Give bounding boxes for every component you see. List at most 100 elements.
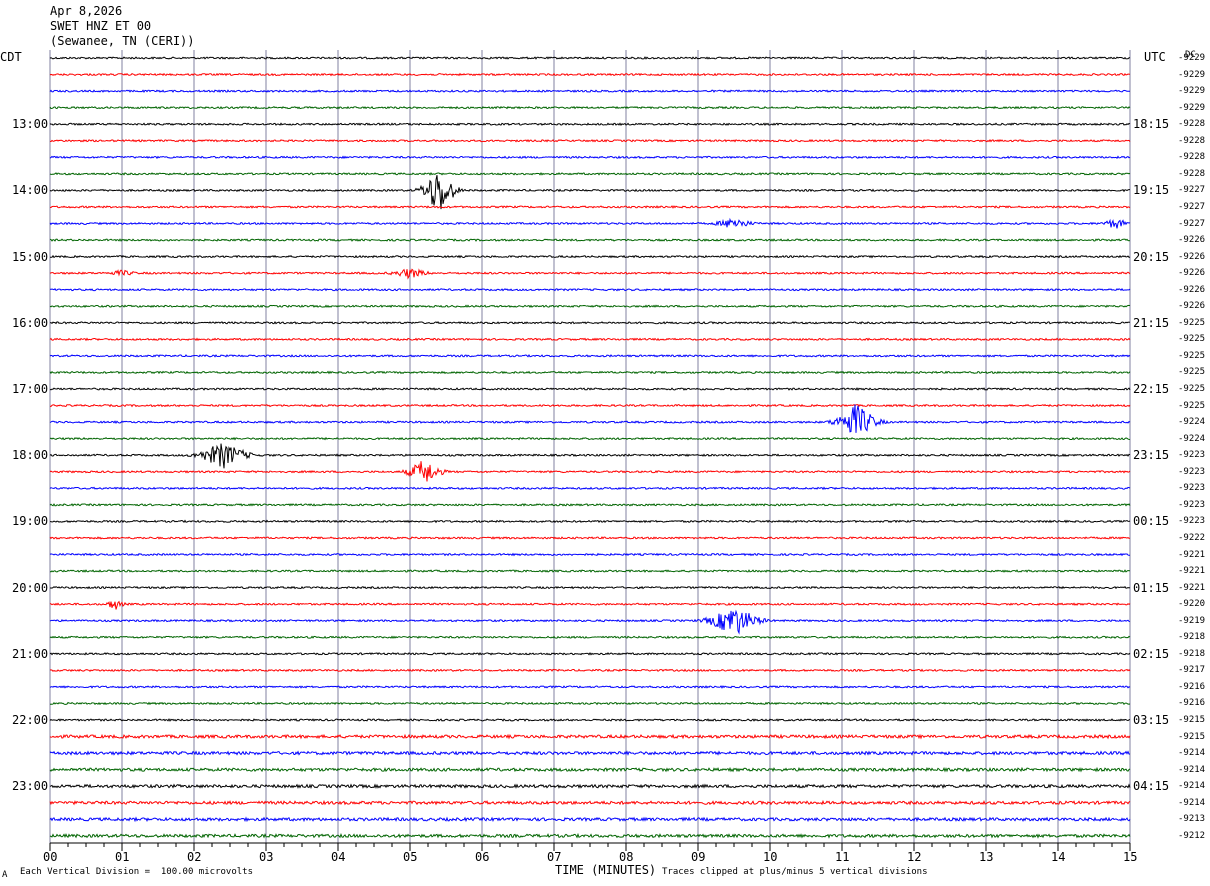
dc-offset-label: -9228 (1178, 119, 1206, 130)
dc-offset-label: -9226 (1178, 235, 1206, 246)
right-timezone: UTC (1144, 50, 1166, 64)
trace-30 (49, 552, 1131, 557)
x-tick-label: 14 (1051, 850, 1066, 864)
left-hour-label: 16:00 (12, 315, 49, 330)
dc-offset-label: -9221 (1178, 582, 1206, 593)
dc-offset-label: -9229 (1178, 53, 1206, 63)
trace-22 (49, 404, 1131, 433)
header-location: (Sewanee, TN (CERI)) (50, 34, 195, 48)
dc-offset-label: -9220 (1178, 599, 1206, 610)
trace-29 (49, 536, 1131, 540)
x-tick-label: 08 (619, 850, 634, 864)
trace-18 (49, 354, 1131, 358)
dc-offset-label: -9223 (1178, 450, 1206, 461)
trace-13 (49, 268, 1131, 280)
dc-offset-label: -9225 (1178, 384, 1206, 394)
trace-14 (49, 287, 1131, 292)
trace-8 (49, 175, 1131, 210)
dc-offset-label: -9226 (1178, 284, 1206, 295)
trace-6 (49, 155, 1131, 160)
left-hour-label: 13:00 (12, 117, 49, 132)
dc-offset-label: -9228 (1178, 168, 1206, 179)
dc-offset-label: -9223 (1178, 466, 1206, 477)
trace-23 (49, 436, 1131, 441)
trace-4 (49, 122, 1131, 127)
grid-lines (49, 50, 1131, 843)
right-hour-label: 22:15 (1133, 382, 1170, 396)
x-tick-label: 09 (691, 850, 706, 864)
left-hour-label: 21:00 (12, 646, 49, 661)
dc-offset-label: -9212 (1178, 830, 1206, 841)
x-tick-label: 12 (907, 850, 922, 864)
trace-39 (49, 701, 1131, 706)
trace-17 (49, 337, 1131, 342)
dc-offset-label: -9216 (1178, 681, 1206, 692)
trace-20 (49, 387, 1131, 391)
x-tick-label: 13 (979, 850, 994, 864)
dc-offset-label: -9225 (1178, 400, 1206, 411)
right-hour-label: 20:15 (1133, 249, 1170, 264)
trace-34 (49, 609, 1131, 635)
left-hour-label: 15:00 (12, 249, 49, 264)
dc-offset-label: -9215 (1178, 731, 1206, 742)
right-hour-label: 03:15 (1133, 713, 1170, 727)
trace-21 (49, 403, 1131, 408)
trace-2 (49, 89, 1131, 93)
trace-36 (49, 651, 1131, 656)
trace-35 (49, 635, 1131, 640)
trace-19 (49, 370, 1131, 375)
dc-label: DC (1185, 50, 1196, 60)
dc-offset-label: -9223 (1178, 516, 1206, 527)
trace-37 (49, 668, 1131, 673)
left-hour-label: 17:00 (12, 382, 49, 396)
dc-offset-label: -9214 (1178, 797, 1206, 808)
x-tick-label: 05 (403, 850, 418, 864)
trace-0 (49, 56, 1131, 60)
trace-1 (49, 72, 1131, 77)
dc-offset-label: -9223 (1178, 499, 1206, 510)
x-axis (49, 842, 1131, 851)
right-hour-label: 21:15 (1133, 315, 1170, 330)
x-tick-label: 07 (547, 850, 562, 864)
right-hour-label: 02:15 (1133, 646, 1170, 661)
header-station: SWET HNZ ET 00 (50, 19, 152, 33)
trace-16 (49, 320, 1131, 325)
dc-offset-label: -9218 (1178, 648, 1206, 659)
trace-46 (49, 816, 1131, 823)
dc-offset-label: -9226 (1178, 251, 1206, 262)
dc-offset-label: -9213 (1178, 814, 1206, 825)
trace-32 (49, 585, 1131, 590)
right-hour-label: 23:15 (1133, 448, 1170, 463)
trace-5 (49, 138, 1131, 143)
right-hour-label: 04:15 (1133, 779, 1170, 794)
dc-offset-label: -9225 (1178, 334, 1206, 345)
right-hour-label: 19:15 (1133, 183, 1170, 198)
dc-offset-label: -9229 (1178, 102, 1206, 113)
dc-offset-label: -9229 (1178, 86, 1206, 97)
dc-offset-label: -9215 (1178, 715, 1206, 725)
dc-offset-label: -9227 (1178, 185, 1206, 196)
dc-offset-label: -9224 (1178, 417, 1206, 428)
trace-26 (49, 486, 1131, 491)
trace-7 (49, 171, 1131, 176)
x-tick-label: 06 (475, 850, 490, 864)
dc-offset-label: -9225 (1178, 367, 1206, 378)
dc-offset-label: -9229 (1178, 69, 1206, 80)
trace-44 (49, 783, 1131, 790)
left-hour-label: 18:00 (12, 448, 49, 463)
trace-45 (49, 799, 1131, 806)
x-axis-label: TIME (MINUTES) (555, 863, 657, 877)
x-tick-label: 01 (115, 850, 130, 864)
left-timezone: CDT (0, 50, 22, 64)
header-date: Apr 8,2026 (50, 4, 123, 18)
left-hour-label: 20:00 (12, 580, 49, 595)
trace-38 (49, 685, 1131, 689)
x-tick-label: 00 (43, 850, 58, 864)
trace-11 (49, 238, 1131, 242)
trace-12 (49, 254, 1131, 259)
trace-25 (49, 461, 1131, 482)
trace-24 (49, 443, 1131, 469)
corner-mark: A (2, 870, 8, 880)
x-tick-label: 15 (1123, 850, 1138, 864)
